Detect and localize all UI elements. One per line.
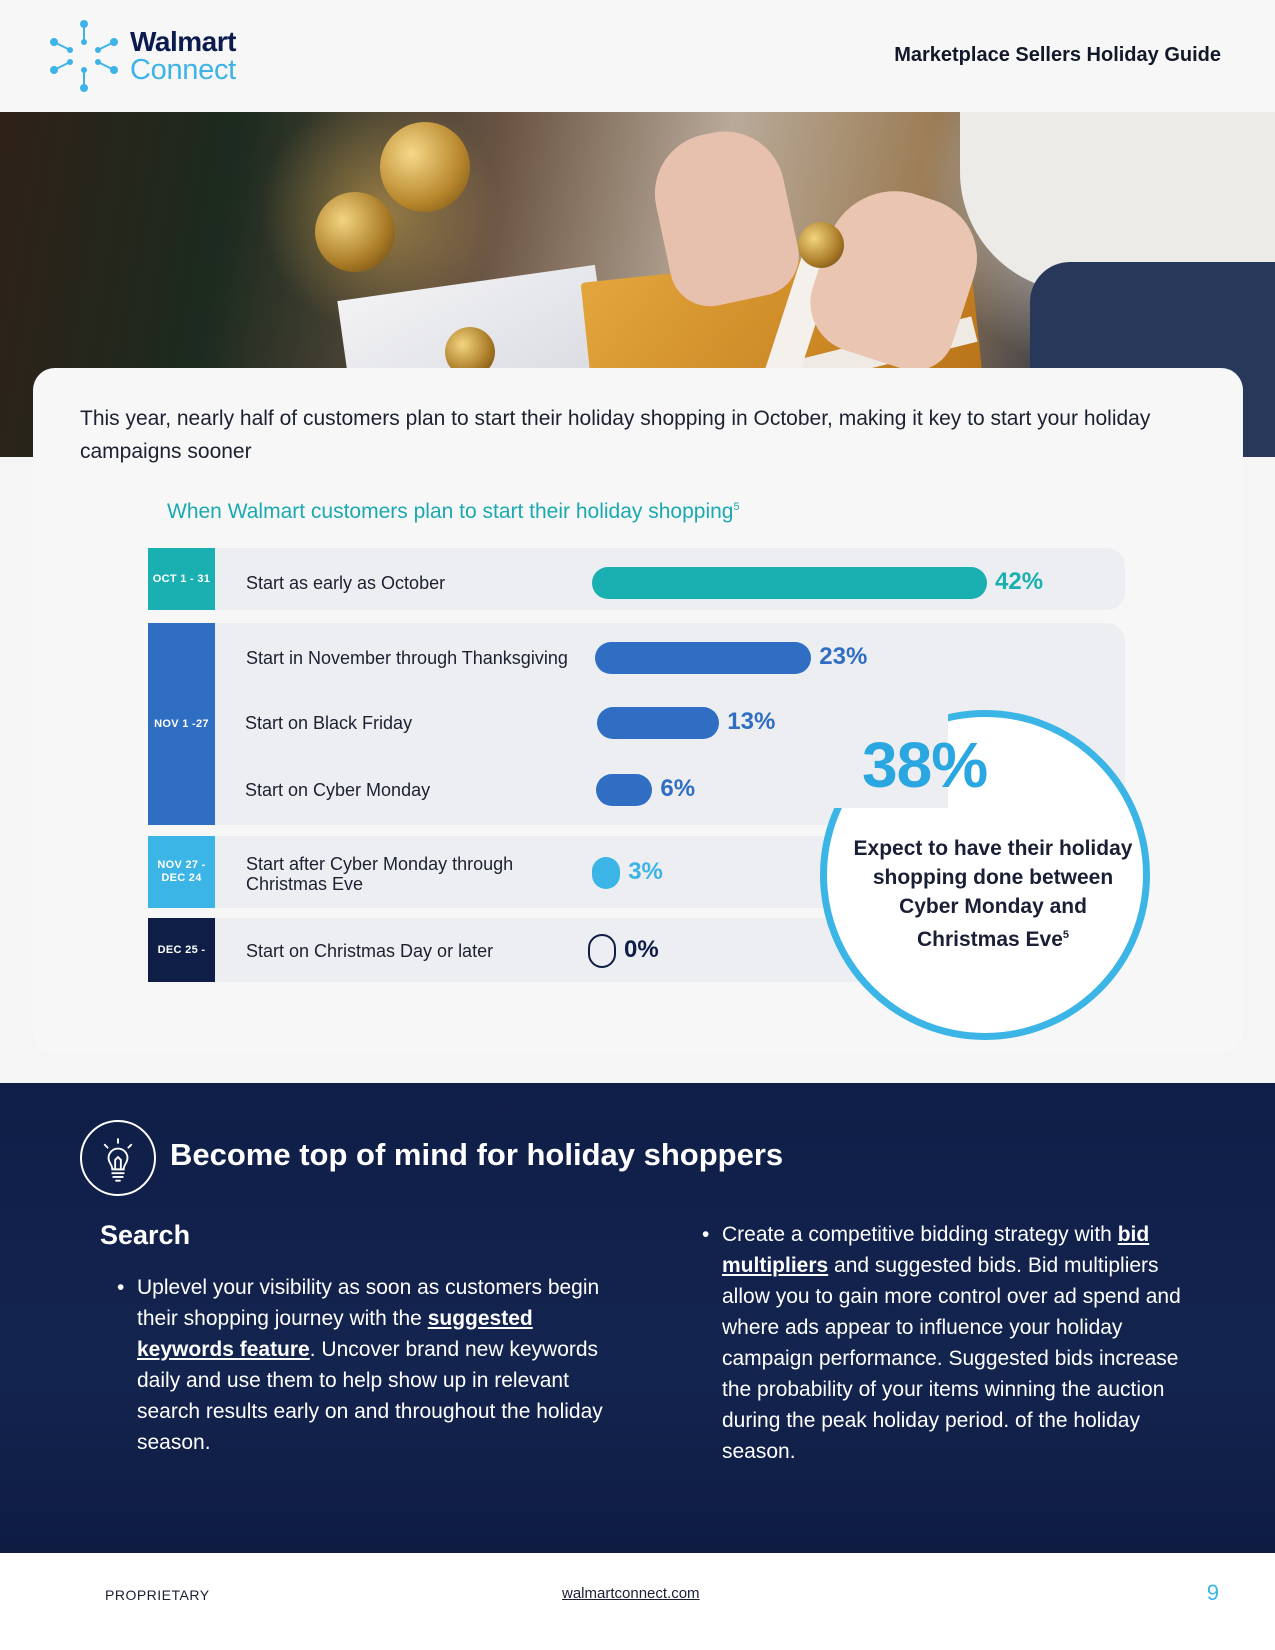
logo-wordmark-walmart: Walmart — [130, 26, 236, 57]
bid-multipliers-link[interactable]: bid multipliers — [722, 1223, 1150, 1277]
row-bg-nov-dec — [215, 836, 870, 908]
page-footer — [0, 1553, 1275, 1650]
bullet-dot: • — [702, 1223, 710, 1246]
callout-percentage: 38% — [862, 729, 988, 801]
intro-paragraph: This year, nearly half of customers plan… — [80, 407, 1151, 463]
chart-title-text: When Walmart customers plan to start the… — [167, 500, 734, 523]
guide-title: Marketplace Sellers Holiday Guide — [894, 44, 1221, 66]
bullet-dot: • — [117, 1276, 125, 1299]
page-header: Walmart Connect Marketplace Sellers Holi… — [0, 0, 1275, 112]
row-label: Start on Cyber Monday — [245, 780, 431, 800]
footnote-ref: 5 — [733, 501, 740, 513]
bar-1 — [595, 642, 812, 674]
chart-title: When Walmart customers plan to start the… — [167, 500, 740, 524]
date-tag-text: NOV 27 - — [157, 859, 206, 871]
footnote-ref: 5 — [1062, 929, 1070, 941]
date-tag-text: DEC 24 — [161, 872, 202, 884]
bar-3 — [596, 774, 653, 806]
gold-ornament-icon — [315, 192, 395, 272]
bar-0 — [592, 567, 987, 599]
bullet-text: . Uncover brand new keywords daily and u… — [137, 1338, 603, 1454]
bar-value-label: 6% — [660, 775, 696, 802]
bar-value-label: 23% — [819, 643, 868, 670]
gold-ornament-icon — [798, 222, 844, 268]
row-label: Start after Cyber Monday through Christm… — [246, 854, 514, 894]
walmart-connect-logo[interactable]: Walmart Connect — [48, 18, 248, 94]
bullet-suggested-keywords: • Uplevel your visibility as soon as cus… — [117, 1272, 622, 1458]
footer-website-link[interactable]: walmartconnect.com — [562, 1585, 700, 1602]
date-tag-oct: OCT 1 - 31 — [148, 548, 215, 610]
bar-value-label: 3% — [628, 858, 663, 885]
callout-text-body: Expect to have their holiday shopping do… — [853, 837, 1133, 951]
section-title: Become top of mind for holiday shoppers — [170, 1137, 784, 1172]
page-number: 9 — [1206, 1580, 1219, 1605]
row-label: Start as early as October — [246, 573, 446, 593]
row-label: Start on Black Friday — [245, 713, 413, 733]
date-tag-text: OCT 1 - 31 — [152, 572, 211, 585]
bar-2 — [597, 707, 720, 739]
bar-5 — [588, 934, 616, 968]
bullet-bid-multipliers: • Create a competitive bidding strategy … — [702, 1219, 1212, 1467]
row-bg-dec — [215, 918, 870, 982]
row-label: Start on Christmas Day or later — [246, 941, 494, 961]
date-tag-nov: NOV 1 -27 — [148, 623, 215, 825]
callout-ring-gap — [818, 708, 948, 808]
date-tag-text: NOV 1 -27 — [154, 717, 209, 730]
bar-value-label: 0% — [624, 936, 659, 963]
date-tag-nov-dec: NOV 27 - DEC 24 — [148, 836, 215, 908]
section-subtitle-search: Search — [100, 1220, 191, 1250]
date-tag-dec: DEC 25 - — [148, 918, 215, 982]
lightbulb-icon — [80, 1120, 156, 1196]
bullet-text: and suggested bids. Bid multipliers allo… — [722, 1254, 1181, 1463]
row-label: Start in November through Thanksgiving — [246, 648, 568, 668]
bullet-text: Create a competitive bidding strategy wi… — [722, 1223, 1118, 1246]
bar-value-label: 42% — [995, 568, 1044, 595]
walmart-connect-spark-icon — [50, 20, 118, 92]
bar-value-label: 13% — [727, 708, 776, 735]
callout-text: Expect to have their holiday shopping do… — [848, 834, 1138, 954]
bar-4 — [592, 857, 621, 889]
date-tag-text: DEC 25 - — [157, 943, 206, 956]
lightbulb-icon-svg — [103, 1138, 133, 1182]
gold-ornament-icon — [380, 122, 470, 212]
suggested-keywords-link[interactable]: suggested keywords feature — [137, 1307, 533, 1361]
logo-wordmark-connect: Connect — [130, 54, 236, 86]
tips-section — [0, 1083, 1275, 1553]
bullet-text: Uplevel your visibility as soon as custo… — [137, 1276, 600, 1330]
footer-proprietary: PROPRIETARY — [105, 1587, 210, 1603]
